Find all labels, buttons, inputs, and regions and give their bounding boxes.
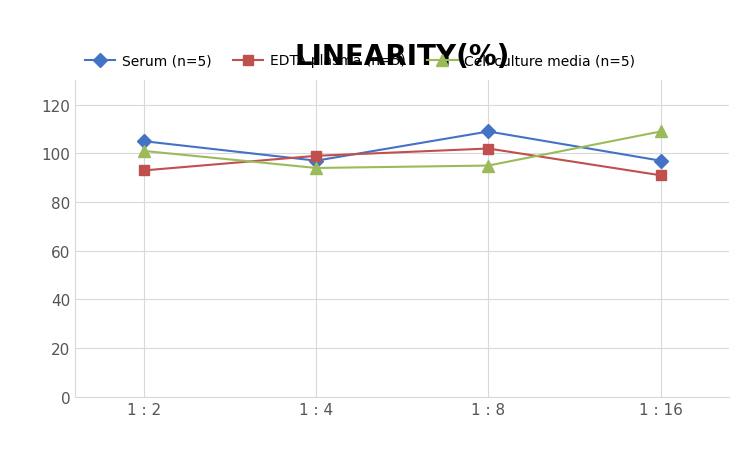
EDTA plasma (n=5) — [656, 173, 665, 179]
Line: EDTA plasma (n=5): EDTA plasma (n=5) — [139, 144, 666, 181]
Serum (n=5) — [312, 159, 321, 164]
Serum (n=5) — [484, 129, 493, 135]
Line: Cell culture media (n=5): Cell culture media (n=5) — [138, 127, 666, 174]
EDTA plasma (n=5) — [140, 168, 149, 174]
Serum (n=5) — [140, 139, 149, 145]
Cell culture media (n=5) — [140, 149, 149, 154]
Cell culture media (n=5) — [656, 129, 665, 135]
Serum (n=5) — [656, 159, 665, 164]
EDTA plasma (n=5) — [484, 147, 493, 152]
Line: Serum (n=5): Serum (n=5) — [139, 127, 666, 166]
Cell culture media (n=5) — [484, 163, 493, 169]
Cell culture media (n=5) — [312, 166, 321, 171]
EDTA plasma (n=5) — [312, 154, 321, 159]
Legend: Serum (n=5), EDTA plasma (n=5), Cell culture media (n=5): Serum (n=5), EDTA plasma (n=5), Cell cul… — [82, 51, 638, 71]
Title: LINEARITY(%): LINEARITY(%) — [295, 42, 510, 70]
